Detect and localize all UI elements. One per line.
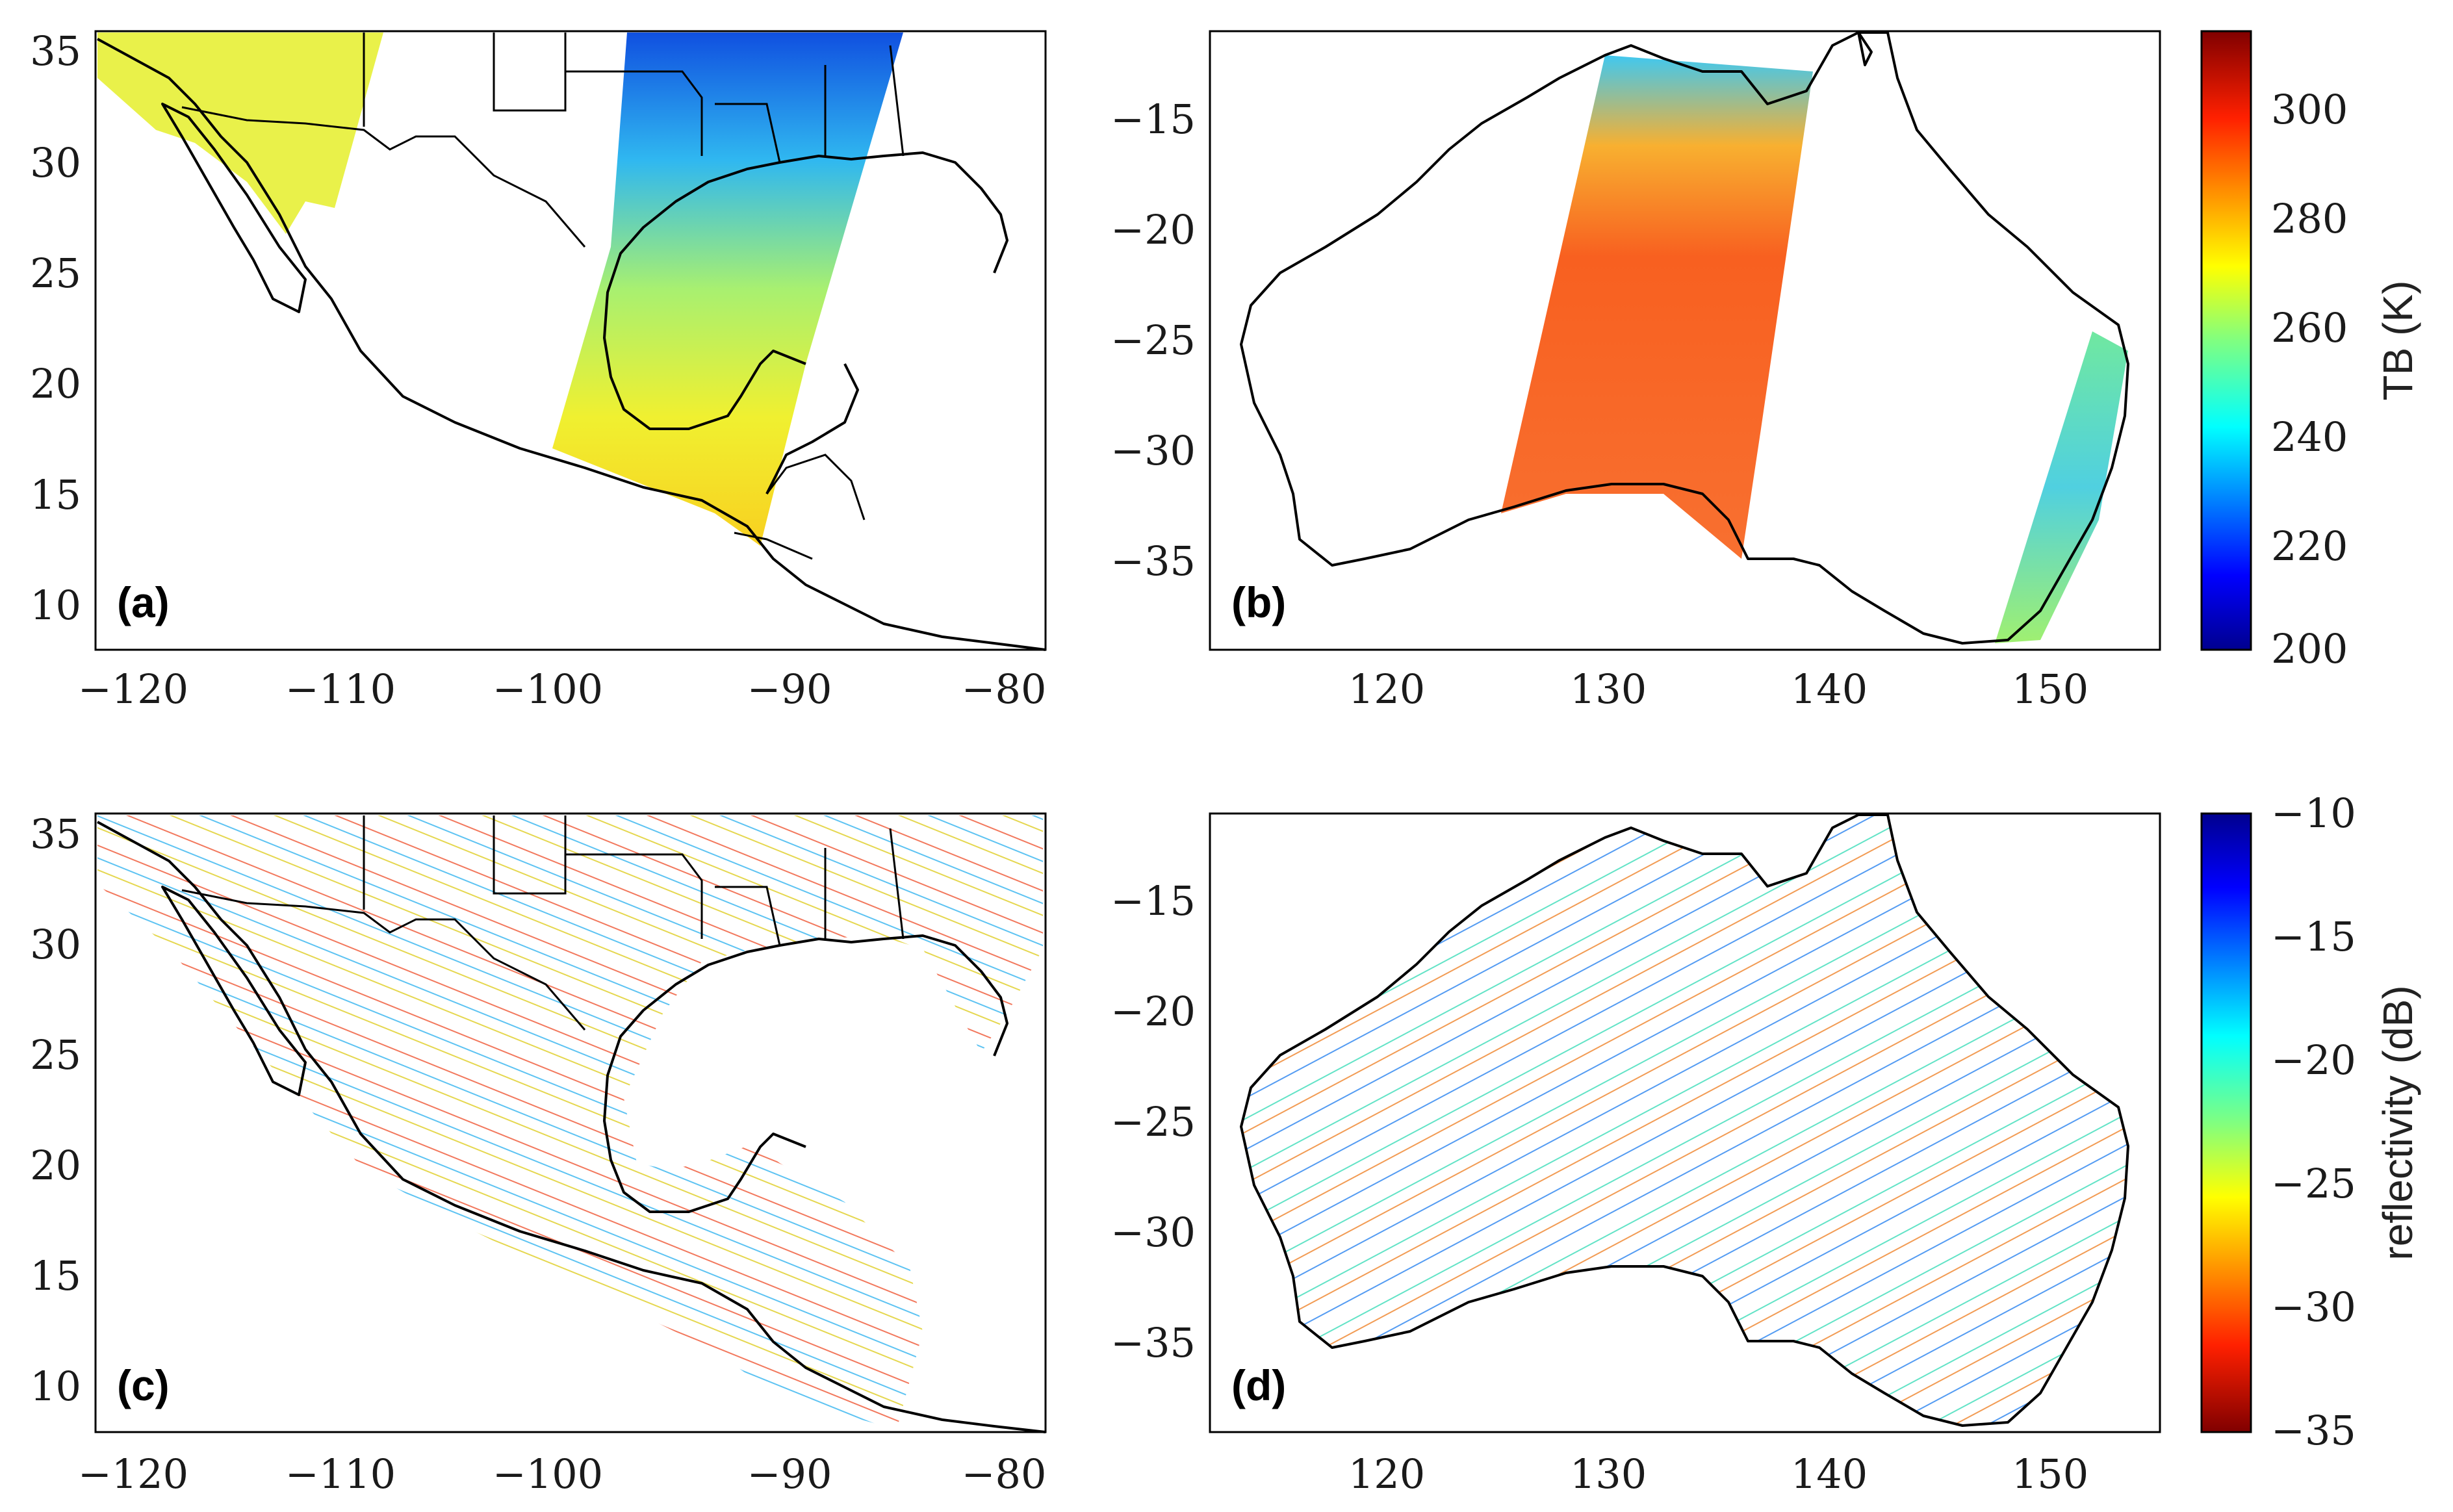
xtick: −90 <box>747 1450 832 1498</box>
ytick: −35 <box>1111 537 1196 585</box>
ytick: 20 <box>30 360 81 407</box>
panel-a-yticks: 35 30 25 20 15 10 <box>30 27 81 629</box>
xtick: 140 <box>1791 1450 1868 1498</box>
panel-a-label: (a) <box>117 578 170 626</box>
panel-d-xticks: 120 130 140 150 <box>1348 1450 2088 1498</box>
xtick: −90 <box>747 665 832 713</box>
ytick: 15 <box>30 471 81 519</box>
panel-b-tasmania <box>1857 31 1873 66</box>
panel-d: 120 130 140 150 −15 −20 −25 −30 −35 (d) <box>1111 812 2161 1498</box>
panel-b-swath-east <box>1995 331 2128 643</box>
panel-a-coastline <box>97 38 1046 651</box>
panel-a: −120 −110 −100 −90 −80 35 30 25 20 15 10… <box>30 27 1047 713</box>
ytick: −30 <box>1111 1209 1196 1256</box>
panel-d-yticks: −15 −20 −25 −30 −35 <box>1111 877 1196 1366</box>
panel-a-swath-central <box>552 32 903 546</box>
xtick: 150 <box>2012 665 2088 713</box>
xtick: 140 <box>1791 665 1868 713</box>
ytick: 35 <box>30 27 81 75</box>
cb-tick: 280 <box>2271 195 2348 242</box>
xtick: −80 <box>962 1450 1047 1498</box>
panel-c-yticks: 35 30 25 20 15 10 <box>30 810 81 1410</box>
cb-tick: −10 <box>2271 789 2356 837</box>
xtick: −120 <box>78 1450 188 1498</box>
xtick: 120 <box>1348 665 1425 713</box>
cb-tick: −25 <box>2271 1160 2356 1207</box>
ytick: 20 <box>30 1142 81 1189</box>
panel-c-label: (c) <box>117 1361 170 1409</box>
xtick: −110 <box>285 665 396 713</box>
cb-tick: 260 <box>2271 304 2348 352</box>
colorbar-bottom-label: reflectivity (dB) <box>2374 985 2421 1260</box>
xtick: −80 <box>962 665 1047 713</box>
panel-c-track-fill <box>97 815 1043 1429</box>
panel-d-australia-coast <box>1240 814 2129 1427</box>
panel-c-frame <box>94 812 1047 1433</box>
ytick: 15 <box>30 1252 81 1300</box>
ytick: −25 <box>1111 316 1196 364</box>
panel-c: −120 −110 −100 −90 −80 35 30 25 20 15 10… <box>30 810 1047 1498</box>
panel-a-baja <box>161 103 307 313</box>
ytick: −20 <box>1111 206 1196 253</box>
panel-d-frame <box>1209 812 2161 1433</box>
panel-b-label: (b) <box>1231 578 1286 626</box>
cb-tick: −20 <box>2271 1036 2356 1084</box>
panel-b-swath-central <box>1501 55 1813 559</box>
colorbar-top: 300 280 260 240 220 200 TB (K) <box>2200 30 2421 673</box>
panel-a-borders <box>181 32 905 560</box>
ytick: 30 <box>30 921 81 968</box>
ytick: −15 <box>1111 96 1196 143</box>
panel-c-baja <box>161 886 307 1096</box>
panel-c-borders <box>181 815 905 1031</box>
panel-b-xticks: 120 130 140 150 <box>1348 665 2088 713</box>
xtick: −120 <box>78 665 188 713</box>
ytick: −25 <box>1111 1098 1196 1146</box>
ytick: 10 <box>30 1363 81 1410</box>
xtick: 150 <box>2012 1450 2088 1498</box>
xtick: 130 <box>1570 665 1647 713</box>
ytick: 10 <box>30 582 81 629</box>
ytick: −35 <box>1111 1319 1196 1366</box>
panel-c-xticks: −120 −110 −100 −90 −80 <box>78 1450 1047 1498</box>
xtick: 120 <box>1348 1450 1425 1498</box>
cb-tick: −30 <box>2271 1283 2356 1331</box>
xtick: −100 <box>493 665 603 713</box>
colorbar-top-label: TB (K) <box>2374 281 2421 401</box>
ytick: 35 <box>30 810 81 858</box>
xtick: 130 <box>1570 1450 1647 1498</box>
panel-d-label: (d) <box>1231 1361 1286 1409</box>
colorbar-bottom: −10 −15 −20 −25 −30 −35 reflectivity (dB… <box>2200 789 2421 1454</box>
panel-a-swath-west <box>97 32 383 234</box>
panel-a-frame <box>94 30 1047 651</box>
ytick: 30 <box>30 139 81 186</box>
cb-tick: −35 <box>2271 1407 2356 1454</box>
panel-b-australia-coast <box>1240 31 2129 645</box>
colorbar-top-bar <box>2200 30 2252 651</box>
cb-tick: 200 <box>2271 625 2348 673</box>
panel-b-yticks: −15 −20 −25 −30 −35 <box>1111 96 1196 585</box>
panel-b: 120 130 140 150 −15 −20 −25 −30 −35 (b) <box>1111 30 2161 713</box>
ytick: −30 <box>1111 427 1196 474</box>
ytick: −20 <box>1111 988 1196 1035</box>
ytick: −15 <box>1111 877 1196 925</box>
panel-c-coastline <box>97 821 1046 1433</box>
ytick: 25 <box>30 250 81 297</box>
panel-a-xticks: −120 −110 −100 −90 −80 <box>78 665 1047 713</box>
panel-b-frame <box>1209 30 2161 651</box>
cb-tick: 300 <box>2271 86 2348 133</box>
cb-tick: 220 <box>2271 522 2348 570</box>
panel-d-track-fill <box>1241 815 2128 1426</box>
ytick: 25 <box>30 1031 81 1079</box>
colorbar-bottom-bar <box>2200 812 2252 1433</box>
cb-tick: 240 <box>2271 413 2348 461</box>
cb-tick: −15 <box>2271 913 2356 960</box>
xtick: −110 <box>285 1450 396 1498</box>
xtick: −100 <box>493 1450 603 1498</box>
